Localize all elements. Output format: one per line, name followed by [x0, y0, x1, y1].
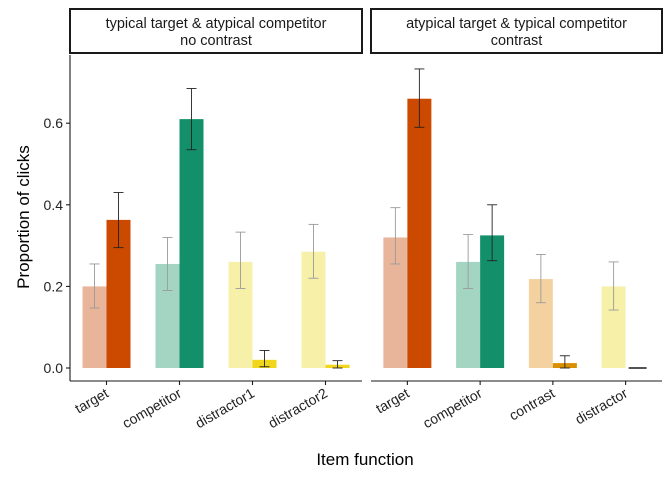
y-tick-label: 0.4	[44, 197, 64, 213]
error-bar-dark-distractor1	[259, 350, 270, 368]
error-bar-light-contrast	[535, 254, 546, 304]
error-bar-light-distractor1	[235, 231, 246, 289]
facet-title-line: contrast	[491, 33, 543, 49]
x-tick-label: competitor	[119, 385, 184, 432]
error-bar-light-distractor2	[308, 223, 319, 279]
error-bar-dark-contrast	[559, 355, 570, 369]
error-bar-dark-competitor	[186, 88, 197, 151]
bar-dark-target	[407, 98, 432, 368]
y-axis: 0.0 0.2 0.4 0.6	[44, 55, 71, 381]
x-tick-label: target	[373, 385, 412, 417]
error-bar-light-competitor	[162, 236, 173, 291]
y-axis-title: Proportion of clicks	[14, 145, 33, 289]
x-tick-label: target	[72, 385, 111, 417]
error-bar-light-target	[390, 207, 401, 265]
bar-group-competitor	[155, 88, 204, 369]
error-bar-light-competitor	[463, 234, 474, 289]
bar-group-target	[383, 68, 432, 368]
bar-group-contrast	[528, 254, 577, 369]
facet-strip	[370, 8, 663, 54]
error-bar-dark-competitor	[487, 204, 498, 262]
y-tick-label: 0.2	[44, 278, 64, 294]
facet-strip	[69, 8, 363, 54]
bar-group-competitor	[456, 204, 505, 368]
facet-title-line: no contrast	[180, 33, 252, 49]
panel-2: atypical target & typical competitorcont…	[370, 8, 663, 432]
error-bar-dark-distractor2	[332, 360, 343, 369]
bar-dark-competitor	[179, 119, 204, 369]
x-tick-label: competitor	[420, 385, 485, 432]
x-tick-label: distractor	[572, 385, 630, 428]
x-tick-label: contrast	[506, 385, 557, 424]
x-tick-label: distractor1	[192, 385, 257, 432]
error-bar-light-distractor	[608, 261, 619, 311]
x-tick-label: distractor2	[265, 385, 330, 432]
facet-title-line: typical target & atypical competitor	[106, 16, 327, 32]
error-bar-light-target	[89, 263, 100, 309]
bar-group-distractor	[601, 261, 647, 369]
error-bar-dark-target	[113, 192, 124, 249]
bar-group-distractor1	[228, 231, 277, 368]
bar-group-target	[82, 192, 131, 368]
x-axis-title: Item function	[316, 450, 413, 469]
y-tick-label: 0.6	[44, 115, 64, 131]
facet-title-line: atypical target & typical competitor	[406, 16, 627, 32]
y-tick-label: 0.0	[44, 360, 64, 376]
bar-group-distractor2	[301, 223, 350, 369]
error-bar-dark-target	[414, 68, 425, 128]
